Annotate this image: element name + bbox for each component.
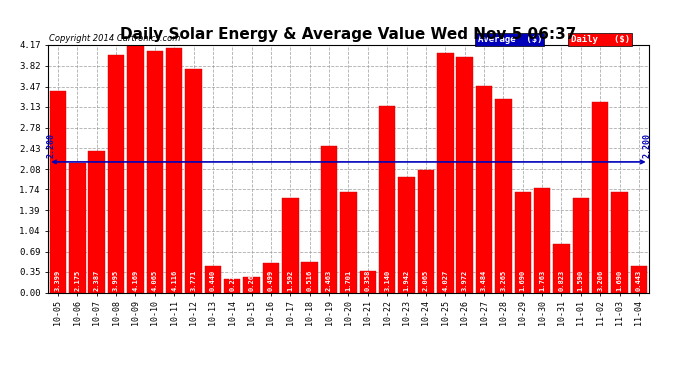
- Text: 0.440: 0.440: [210, 270, 216, 291]
- Bar: [69, 164, 86, 292]
- Bar: [398, 177, 415, 292]
- Text: 4.027: 4.027: [442, 270, 448, 291]
- Text: 0.358: 0.358: [365, 270, 371, 291]
- Bar: [515, 192, 531, 292]
- Bar: [166, 48, 182, 292]
- Text: 0.499: 0.499: [268, 270, 274, 291]
- Bar: [573, 198, 589, 292]
- Text: 3.265: 3.265: [500, 270, 506, 291]
- Bar: [244, 277, 260, 292]
- Bar: [417, 170, 434, 292]
- Title: Daily Solar Energy & Average Value Wed Nov 5 06:37: Daily Solar Energy & Average Value Wed N…: [120, 27, 577, 42]
- Text: 2.065: 2.065: [423, 270, 429, 291]
- Text: 1.701: 1.701: [346, 270, 351, 291]
- Bar: [108, 56, 124, 292]
- Text: 2.175: 2.175: [75, 270, 80, 291]
- Bar: [592, 102, 609, 292]
- Bar: [359, 271, 376, 292]
- Bar: [534, 188, 551, 292]
- Bar: [476, 86, 492, 292]
- Text: 1.763: 1.763: [539, 270, 545, 291]
- Bar: [321, 146, 337, 292]
- Text: 3.972: 3.972: [462, 270, 468, 291]
- Bar: [205, 266, 221, 292]
- Text: 1.690: 1.690: [520, 270, 526, 291]
- Text: 0.823: 0.823: [558, 270, 564, 291]
- Text: Copyright 2014 Cartronics.com: Copyright 2014 Cartronics.com: [49, 33, 180, 42]
- Text: 2.387: 2.387: [94, 270, 100, 291]
- Bar: [495, 99, 511, 292]
- Bar: [186, 69, 201, 292]
- Text: 3.484: 3.484: [481, 270, 487, 291]
- Text: 1.942: 1.942: [404, 270, 410, 291]
- Text: 2.200: 2.200: [642, 134, 651, 158]
- Bar: [127, 45, 144, 292]
- Text: 2.463: 2.463: [326, 270, 332, 291]
- Text: 3.995: 3.995: [113, 270, 119, 291]
- Text: 3.771: 3.771: [190, 270, 197, 291]
- Text: 4.065: 4.065: [152, 270, 158, 291]
- Bar: [146, 51, 163, 292]
- Bar: [611, 192, 628, 292]
- Text: 3.399: 3.399: [55, 270, 61, 291]
- Text: 3.206: 3.206: [597, 270, 603, 291]
- Bar: [379, 106, 395, 292]
- Bar: [553, 244, 570, 292]
- Bar: [88, 151, 105, 292]
- Bar: [302, 262, 318, 292]
- Bar: [631, 266, 647, 292]
- Text: 1.592: 1.592: [287, 270, 293, 291]
- Bar: [50, 91, 66, 292]
- Text: Daily   ($): Daily ($): [571, 35, 630, 44]
- Text: 0.266: 0.266: [248, 270, 255, 291]
- Bar: [456, 57, 473, 292]
- Text: 1.690: 1.690: [617, 270, 622, 291]
- Text: 4.169: 4.169: [132, 270, 139, 291]
- Text: 0.516: 0.516: [307, 270, 313, 291]
- Bar: [224, 279, 241, 292]
- Text: 2.200: 2.200: [47, 134, 56, 158]
- Text: 1.590: 1.590: [578, 270, 584, 291]
- Bar: [437, 54, 453, 292]
- Text: 3.140: 3.140: [384, 270, 390, 291]
- Text: 4.116: 4.116: [171, 270, 177, 291]
- Text: 0.228: 0.228: [229, 270, 235, 291]
- Text: Average  ($): Average ($): [477, 35, 542, 44]
- Bar: [340, 192, 357, 292]
- Bar: [282, 198, 299, 292]
- Bar: [263, 263, 279, 292]
- Text: 0.443: 0.443: [636, 270, 642, 291]
